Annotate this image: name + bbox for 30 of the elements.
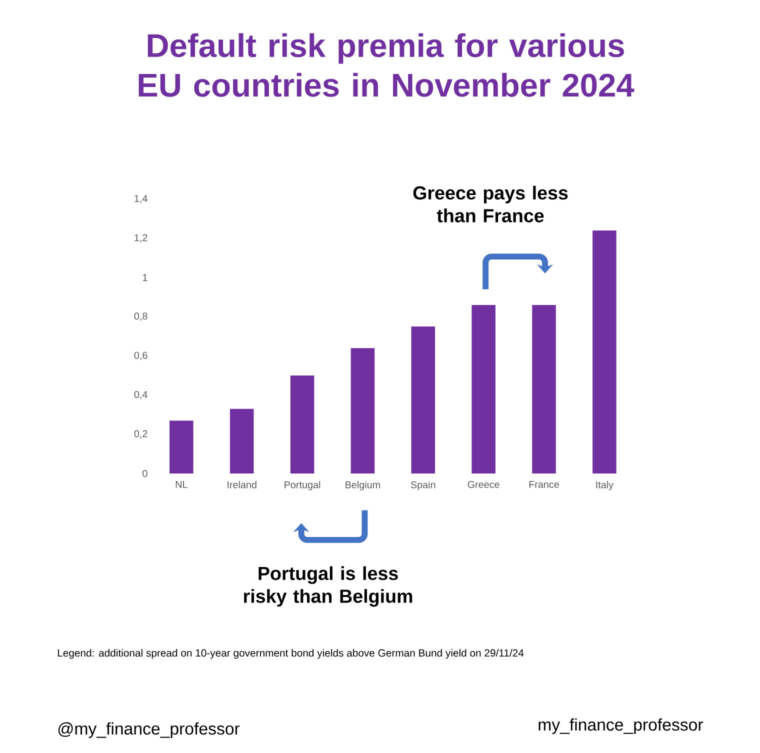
chart-title: Default risk premia for various EU countries in November 2024 [138, 33, 634, 97]
x-tick-label: Spain [410, 481, 436, 490]
x-tick-label: Italy [596, 481, 614, 490]
text: my_finance_professor [538, 718, 704, 734]
annotation: Greece pays less than France [413, 186, 568, 222]
y-tick-label: 0,8 [134, 312, 148, 321]
text: @my_finance_professor [58, 722, 240, 738]
y-tick-label: 1,2 [134, 234, 148, 242]
text: Legend: additional spread on 10-year government bond yields above German Bund yield on 29/11/24 [58, 649, 524, 659]
bar [350, 348, 375, 474]
bar [230, 408, 254, 474]
x-tick-label: Ireland [228, 481, 256, 488]
x-tick-label: Portugal [284, 481, 320, 490]
x-tick-label: France [529, 481, 559, 488]
text: Portugal is less risky than Belgium [244, 566, 412, 607]
bar [290, 376, 314, 474]
bar [592, 230, 616, 474]
y-tick-label: 0,6 [134, 352, 148, 360]
y-tick-label: 1 [142, 274, 148, 281]
y-tick-label: 0,4 [134, 391, 148, 400]
y-tick-label: 0,2 [134, 430, 148, 438]
x-tick-label: Belgium [346, 481, 380, 490]
x-tick-label: Greece [468, 481, 500, 488]
y-tick-label: 1,4 [134, 195, 148, 204]
bar [472, 305, 496, 474]
y-tick-label: 0 [142, 470, 148, 478]
bar [532, 305, 556, 474]
bar [170, 420, 194, 474]
bar [411, 326, 436, 474]
x-tick-label: NL [176, 481, 188, 488]
